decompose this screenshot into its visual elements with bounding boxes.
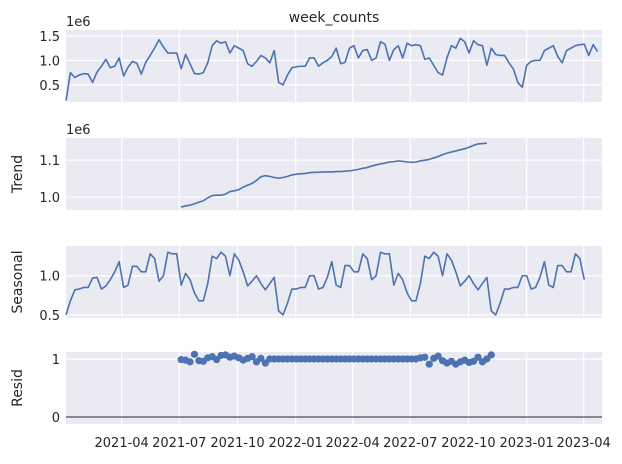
seasonal-series-line	[65, 251, 586, 316]
ytick-label: 0	[52, 411, 60, 426]
ylabel-seasonal: Seasonal	[10, 250, 26, 313]
ytick-label: 0.5	[39, 79, 60, 94]
offset-text: 1e6	[66, 123, 91, 138]
resid-point	[257, 354, 265, 362]
resid-point	[425, 360, 433, 368]
ytick-label: 1.5	[39, 30, 60, 45]
resid-point	[487, 351, 495, 359]
xtick-label-2021-04: 2021-04	[95, 436, 149, 451]
trend-series-line	[180, 142, 487, 208]
observed-series-line	[65, 37, 599, 101]
resid-point	[421, 353, 429, 361]
xtick-label-2023-01: 2023-01	[500, 436, 554, 451]
xtick-label-2021-07: 2021-07	[152, 436, 206, 451]
panel-observed: 0.5 1.0 1.5 1e6	[39, 15, 602, 102]
resid-point	[248, 353, 256, 361]
ytick-label: 1.0	[39, 270, 60, 285]
chart-title: week_counts	[289, 10, 380, 26]
resid-point	[190, 350, 199, 358]
panel-trend: 1.0 1.1 1e6 Trend	[10, 123, 602, 210]
panel-seasonal-background	[66, 246, 602, 318]
ytick-label: 1.1	[39, 154, 60, 169]
resid-point	[186, 358, 194, 366]
ytick-label: 1.0	[39, 54, 60, 69]
panel-resid-background	[66, 352, 602, 424]
xtick-label-2022-07: 2022-07	[383, 436, 437, 451]
resid-point	[474, 353, 482, 361]
panel-resid: 0 1 Resid	[10, 350, 602, 426]
ylabel-resid: Resid	[10, 369, 26, 407]
xtick-label-2022-04: 2022-04	[326, 436, 380, 451]
xtick-label-2022-01: 2022-01	[269, 436, 323, 451]
panel-observed-background	[66, 30, 602, 102]
panel-trend-background	[66, 138, 602, 210]
xtick-label-2021-10: 2021-10	[210, 436, 264, 451]
ylabel-trend: Trend	[10, 155, 26, 194]
offset-text: 1e6	[66, 15, 91, 30]
panel-seasonal: 0.5 1.0 Seasonal	[10, 246, 602, 324]
ytick-label: 1.0	[39, 191, 60, 206]
ytick-label: 1	[52, 353, 60, 368]
xtick-label-2023-04: 2023-04	[556, 436, 610, 451]
resid-point	[434, 352, 442, 360]
ytick-label: 0.5	[39, 309, 60, 324]
xtick-label-2022-10: 2022-10	[441, 436, 495, 451]
